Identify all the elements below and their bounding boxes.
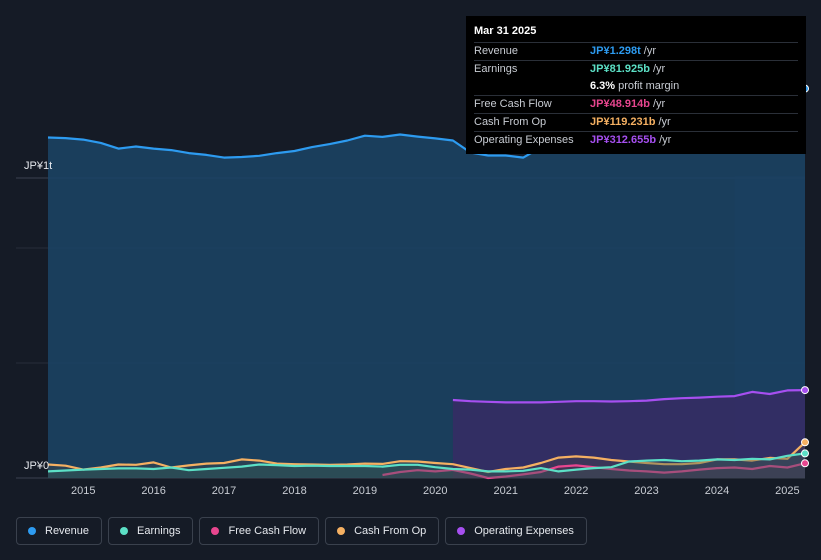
tooltip-row-label: Free Cash Flow (474, 98, 552, 110)
legend-dot-icon (457, 527, 466, 535)
legend-dot-icon (337, 527, 346, 535)
x-tick-label: 2017 (211, 485, 237, 497)
tooltip-row-value: JP¥48.914b (590, 98, 650, 110)
x-tick-label: 2019 (352, 485, 378, 497)
x-tick-label: 2015 (70, 485, 96, 497)
x-tick-label: 2024 (704, 485, 730, 497)
tooltip-row: Earnings JP¥81.925b/yr (474, 60, 798, 78)
cash-from-op-endpoint (801, 438, 809, 447)
earnings-endpoint (801, 449, 809, 458)
tooltip-row: Free Cash Flow JP¥48.914b/yr (474, 95, 798, 113)
tooltip-row-label: Revenue (474, 45, 519, 57)
tooltip-row-value: JP¥81.925b (590, 63, 650, 75)
x-tick-label: 2016 (141, 485, 166, 497)
x-tick-label: 2020 (423, 485, 448, 497)
series-layer (47, 87, 806, 480)
tooltip-row-value: JP¥1.298t (590, 45, 641, 57)
tooltip-row: Operating Expenses JP¥312.655b/yr (474, 131, 798, 149)
x-tick-label: 2025 (775, 485, 800, 497)
tooltip-row-label: Earnings (474, 63, 518, 75)
tooltip-row-value: JP¥119.231b (590, 116, 656, 128)
legend-label: Operating Expenses (474, 525, 574, 537)
legend: Revenue Earnings Free Cash Flow Cash From O… (16, 517, 587, 545)
tooltip-row-unit: /yr (652, 63, 666, 75)
tooltip-date: Mar 31 2025 (474, 25, 537, 37)
tooltip-panel: Mar 31 2025 Revenue JP¥1.298t/yr Earnings J… (466, 16, 806, 154)
tooltip-row-value: 6.3% (590, 80, 616, 92)
tooltip-row-unit: profit margin (618, 80, 680, 92)
revenue-area (48, 88, 805, 478)
legend-label: Earnings (137, 525, 181, 537)
tooltip-row-unit: /yr (643, 45, 656, 57)
tooltip-row-unit: /yr (652, 98, 666, 110)
tooltip-row: 6.3% profit margin (474, 78, 798, 95)
y-axis-top-label: JP¥1t (24, 160, 53, 172)
x-tick-label: 2021 (493, 485, 518, 497)
legend-dot-icon (28, 527, 36, 535)
x-tick-label: 2022 (563, 485, 589, 497)
tooltip-row-label (474, 78, 590, 95)
legend-item-revenue[interactable]: Revenue (16, 517, 103, 545)
legend-item-operating-expenses[interactable]: Operating Expenses (445, 517, 587, 545)
legend-label: Cash From Op (354, 525, 427, 537)
free-cash-flow-area (382, 463, 805, 478)
free-cash-flow-endpoint (801, 459, 809, 468)
earnings-line (47, 452, 806, 473)
legend-item-cash-from-op[interactable]: Cash From Op (325, 517, 440, 545)
tooltip-row-label: Operating Expenses (474, 134, 574, 146)
operating-expenses-area (452, 390, 805, 478)
earnings-area (48, 453, 805, 478)
legend-item-free-cash-flow[interactable]: Free Cash Flow (199, 517, 320, 545)
operating-expenses-endpoint (801, 386, 809, 395)
legend-label: Free Cash Flow (228, 525, 307, 537)
operating-expenses-line (452, 389, 806, 404)
y-axis-bottom-label: JP¥0 (24, 460, 50, 472)
legend-dot-icon (120, 527, 129, 535)
x-tick-label: 2018 (282, 485, 307, 497)
legend-dot-icon (211, 527, 220, 535)
x-tick-label: 2023 (634, 485, 659, 497)
legend-item-earnings[interactable]: Earnings (108, 517, 194, 545)
tooltip-row-value: JP¥312.655b (590, 134, 657, 146)
tooltip-row: Cash From Op JP¥119.231b/yr (474, 113, 798, 131)
tooltip-row-unit: /yr (658, 116, 671, 128)
tooltip-row-label: Cash From Op (474, 116, 547, 128)
legend-label: Revenue (45, 525, 90, 537)
tooltip-row-unit: /yr (659, 134, 672, 146)
tooltip-row: Revenue JP¥1.298t/yr (474, 42, 798, 60)
